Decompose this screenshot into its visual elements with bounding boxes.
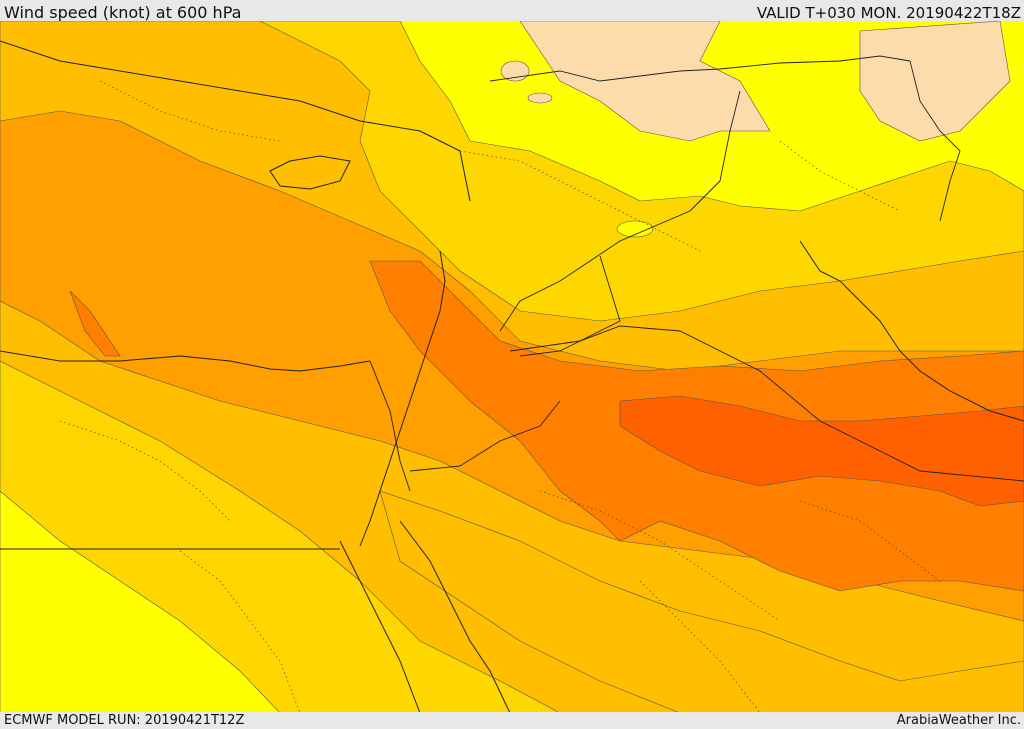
border-iraq [499, 90, 741, 332]
map-title: Wind speed (knot) at 600 hPa [4, 3, 242, 22]
coast-gulf [799, 240, 1024, 422]
blob-light [500, 60, 530, 82]
footer-bar: ECMWF MODEL RUN: 20190421T12Z ArabiaWeat… [0, 712, 1024, 729]
credit: ArabiaWeather Inc. [896, 713, 1021, 728]
band-light-north [519, 21, 771, 142]
coast-red-sea-east [399, 520, 511, 713]
band-light-northeast [859, 21, 1011, 142]
coast-cyprus [269, 155, 351, 190]
border-sinai [369, 360, 411, 492]
blob-deep-orange-west [69, 290, 121, 357]
model-run: ECMWF MODEL RUN: 20190421T12Z [4, 713, 245, 728]
border-syria-iraq [489, 55, 911, 82]
blob-light-2 [527, 92, 553, 104]
band-red-orange [619, 395, 1024, 507]
coast-turkey [0, 40, 471, 202]
coastlines [0, 40, 1024, 713]
internal-borders [59, 80, 941, 713]
blob-yellow [616, 220, 654, 238]
border-jordan [519, 255, 621, 357]
coast-red-sea [339, 540, 421, 713]
border-saudi-north [509, 325, 1024, 482]
border-saudi-jordan [409, 400, 561, 472]
wind-speed-map[interactable] [0, 21, 1024, 713]
coast-egypt [0, 350, 371, 372]
valid-time: VALID T+030 MON. 20190422T18Z [756, 4, 1021, 22]
band-orange-south [379, 490, 1024, 713]
borders [0, 55, 1024, 550]
header-bar: Wind speed (knot) at 600 hPa VALID T+030… [0, 0, 1024, 22]
coast-levant [359, 250, 446, 547]
border-iran [909, 60, 961, 222]
band-gold-south [0, 490, 281, 713]
